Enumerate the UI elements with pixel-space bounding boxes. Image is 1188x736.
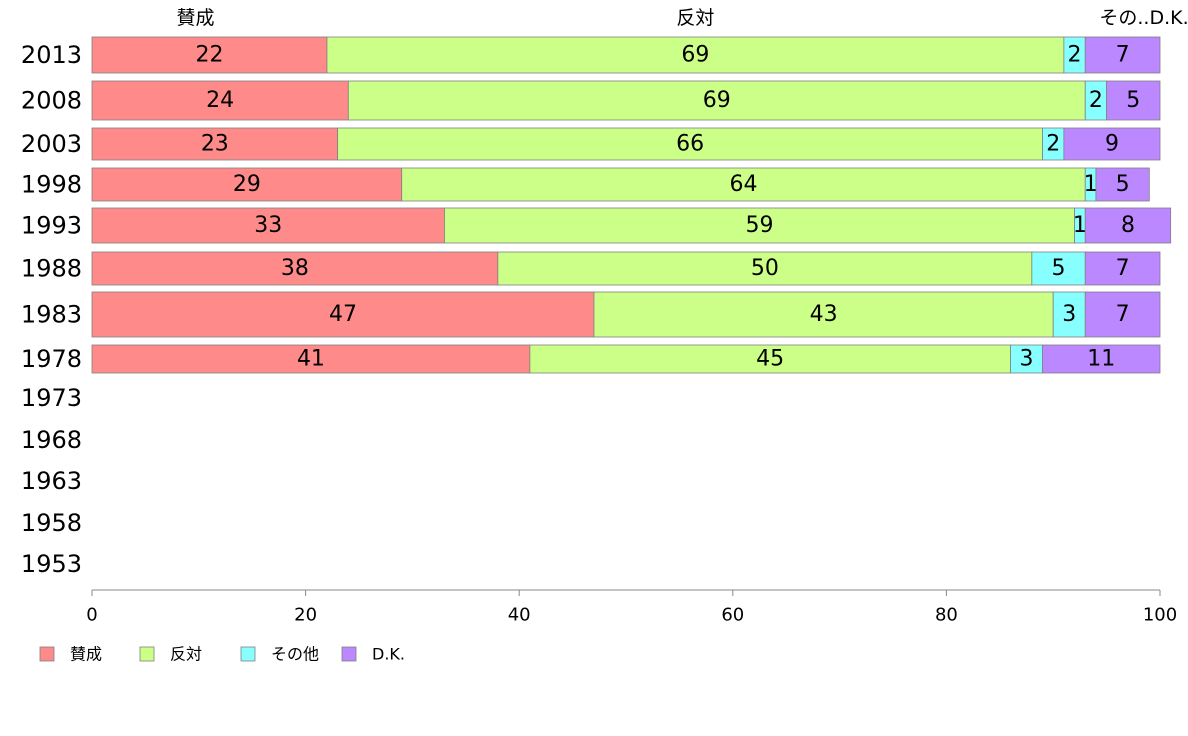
data-label: 24: [206, 88, 234, 113]
bar-segment: [91, 291, 595, 338]
bar-segment: [1084, 291, 1161, 338]
bar-segment: [1052, 291, 1086, 338]
legend-label: D.K.: [372, 645, 405, 664]
data-label: 11: [1087, 347, 1115, 372]
bar-segment: [91, 251, 499, 286]
legend-swatch: [39, 646, 55, 662]
data-label: 5: [1126, 88, 1140, 113]
data-label: 33: [254, 213, 282, 238]
category-label: 1988: [21, 255, 82, 283]
bar-segment: [1010, 344, 1043, 374]
category-label: 2003: [21, 130, 82, 158]
data-label: 69: [681, 43, 709, 68]
data-label: 5: [1052, 256, 1066, 281]
data-label: 7: [1116, 43, 1130, 68]
data-label: 3: [1020, 347, 1034, 372]
x-tick-label: 60: [721, 605, 744, 626]
data-label: 1: [1073, 213, 1087, 238]
legend-label: 賛成: [70, 645, 102, 664]
category-label: 1953: [21, 550, 82, 578]
x-tick-label: 80: [935, 605, 958, 626]
bar-segment: [1106, 80, 1161, 121]
data-label: 45: [756, 347, 784, 372]
bar-segment: [1063, 127, 1161, 161]
bar-segment: [337, 127, 1043, 161]
bar-segment: [1084, 207, 1172, 244]
bar-segment: [593, 291, 1054, 338]
x-tick-label: 0: [86, 605, 97, 626]
bar-segment: [91, 167, 403, 202]
bar-segment: [1031, 251, 1086, 286]
data-label: 59: [746, 213, 774, 238]
category-label: 1973: [21, 384, 82, 412]
data-label: 1: [1084, 172, 1098, 197]
data-label: 8: [1121, 213, 1135, 238]
data-label: 64: [729, 172, 757, 197]
legend-label: その他: [271, 645, 319, 664]
data-label: 2: [1089, 88, 1103, 113]
bar-segment: [91, 344, 531, 374]
bar-segment: [91, 36, 328, 74]
data-label: 41: [297, 347, 325, 372]
x-tick-label: 20: [294, 605, 317, 626]
bar-segment: [529, 344, 1011, 374]
legend-label: 反対: [170, 645, 202, 664]
category-label: 2013: [21, 41, 82, 69]
category-label: 1978: [21, 345, 82, 373]
legend-swatch: [139, 646, 155, 662]
data-label: 9: [1105, 132, 1119, 157]
bar-segment: [91, 127, 339, 161]
header-label-sanse: 賛成: [176, 7, 214, 29]
data-label: 7: [1116, 302, 1130, 327]
data-label: 5: [1116, 172, 1130, 197]
header-label-hantai: 反対: [676, 7, 714, 29]
category-label: 1993: [21, 212, 82, 240]
bar-segment: [326, 36, 1065, 74]
bar-segment: [1084, 251, 1161, 286]
bar-segment: [497, 251, 1033, 286]
header-label-other-dk: その..D.K.: [1099, 7, 1188, 29]
data-label: 47: [329, 302, 357, 327]
bar-segment: [401, 167, 1086, 202]
data-label: 69: [703, 88, 731, 113]
legend-swatch: [240, 646, 256, 662]
category-label: 1998: [21, 171, 82, 199]
bar-segment: [444, 207, 1075, 244]
bar-segment: [1084, 36, 1161, 74]
data-label: 3: [1062, 302, 1076, 327]
data-label: 43: [810, 302, 838, 327]
category-label: 1983: [21, 301, 82, 329]
category-label: 1968: [21, 426, 82, 454]
x-tick-label: 40: [508, 605, 531, 626]
bar-segment: [91, 207, 445, 244]
x-tick-label: 100: [1143, 605, 1177, 626]
data-label: 29: [233, 172, 261, 197]
data-label: 66: [676, 132, 704, 157]
bar-segment: [347, 80, 1086, 121]
data-label: 2: [1068, 43, 1082, 68]
bar-segment: [91, 80, 349, 121]
data-label: 7: [1116, 256, 1130, 281]
data-label: 50: [751, 256, 779, 281]
legend-swatch: [341, 646, 357, 662]
bar-segment: [1042, 344, 1161, 374]
data-label: 23: [201, 132, 229, 157]
category-label: 1958: [21, 509, 82, 537]
data-label: 2: [1046, 132, 1060, 157]
bar-segment: [1095, 167, 1150, 202]
category-label: 2008: [21, 87, 82, 115]
data-label: 22: [195, 43, 223, 68]
category-label: 1963: [21, 467, 82, 495]
data-label: 38: [281, 256, 309, 281]
